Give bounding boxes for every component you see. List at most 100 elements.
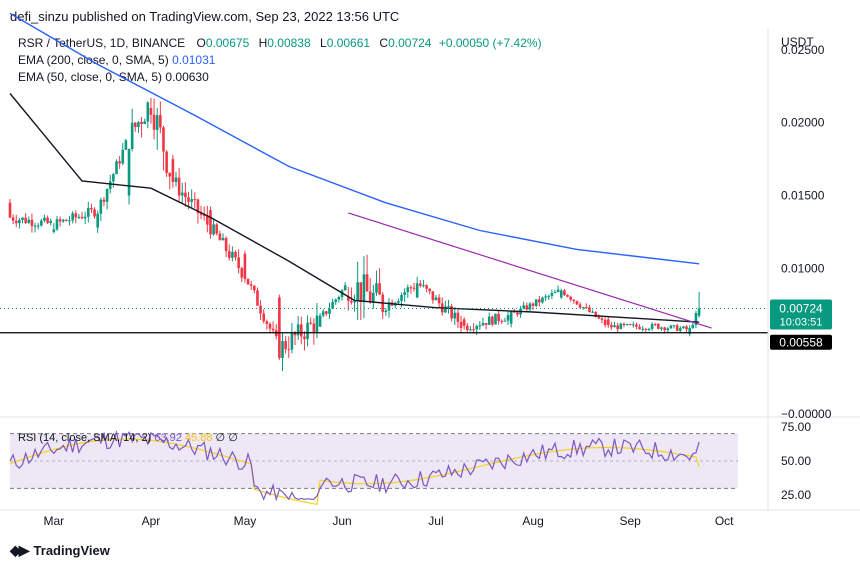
support-text: 0.00558 — [779, 336, 823, 350]
candle-body — [462, 319, 466, 326]
candle-body — [466, 325, 469, 330]
candle-body — [49, 221, 53, 224]
candle-body — [184, 192, 187, 198]
candle-body — [306, 322, 309, 340]
candle-body — [657, 323, 660, 329]
candle-body — [534, 299, 538, 306]
candle-body — [512, 311, 516, 313]
time-tick-label: May — [234, 514, 257, 528]
candle-body — [494, 313, 497, 325]
trendline — [348, 212, 712, 329]
candle-body — [312, 323, 316, 333]
time-tick-label: Mar — [44, 514, 65, 528]
candle-body — [509, 311, 513, 324]
candle-body — [212, 224, 215, 235]
candle-body — [566, 294, 569, 297]
time-tick-label: Jun — [332, 514, 351, 528]
candle-body — [68, 220, 71, 222]
candle-body — [616, 325, 619, 330]
candle-body — [422, 285, 425, 287]
candle-body — [33, 225, 37, 227]
chart-legend: RSR / TetherUS, 1D, BINANCE O0.00675 H0.… — [18, 35, 542, 86]
candle-body — [140, 121, 143, 124]
candle-body — [569, 296, 572, 300]
candle-body — [588, 307, 591, 313]
ema50-label[interactable]: EMA (50, close, 0, SMA, 5) — [18, 70, 163, 84]
candle-body — [544, 296, 547, 298]
candle-body — [80, 216, 84, 219]
candle-body — [431, 291, 435, 301]
rsi-line — [9, 429, 700, 502]
candle-body — [547, 295, 551, 297]
candle-body — [622, 323, 626, 325]
price-tick-label: 0.02000 — [781, 116, 825, 130]
candle-body — [321, 311, 325, 316]
candle-body — [550, 293, 554, 296]
candle-body — [180, 192, 184, 196]
candle-body — [290, 332, 294, 350]
candle-body — [635, 324, 638, 327]
candle-body — [346, 297, 350, 301]
candle-body — [118, 161, 121, 164]
candle-body — [400, 294, 403, 301]
ema50-value: 0.00630 — [165, 70, 209, 84]
candle-body — [403, 292, 406, 295]
candle-body — [691, 324, 695, 328]
rsi-value: 63.92 — [154, 432, 182, 444]
candle-body — [331, 301, 334, 309]
candle-body — [215, 224, 219, 234]
candle-body — [40, 220, 43, 226]
candle-body — [650, 324, 654, 329]
candle-body — [14, 220, 18, 224]
candle-body — [628, 324, 632, 326]
candle-body — [296, 324, 300, 336]
candle-body — [21, 217, 24, 220]
ema200-value: 0.01031 — [172, 53, 216, 67]
candle-body — [434, 297, 438, 301]
candle-body — [137, 121, 140, 128]
currency-label: USDT — [781, 35, 814, 49]
candle-body — [227, 251, 231, 258]
candle-body — [240, 268, 244, 278]
symbol-label[interactable]: RSR / TetherUS, 1D, BINANCE — [18, 36, 186, 50]
rsi-label[interactable]: RSI (14, close, SMA, 14, 2) — [18, 432, 152, 444]
ema200-label[interactable]: EMA (200, close, 0, SMA, 5) — [18, 53, 169, 67]
candle-body — [610, 325, 613, 328]
candle-body — [61, 219, 65, 222]
candle-body — [697, 308, 701, 316]
open-label: O — [196, 36, 206, 50]
support-badge — [770, 334, 832, 350]
candle-body — [90, 207, 93, 210]
candle-body — [412, 287, 416, 289]
candle-body — [653, 324, 657, 326]
candle-body — [11, 217, 15, 221]
candle-body — [165, 151, 168, 173]
price-tick-label: −0.00000 — [781, 407, 832, 421]
candle-body — [253, 285, 256, 291]
candle-body — [491, 316, 494, 325]
publisher-line: defi_sinzu published on TradingView.com,… — [10, 9, 400, 24]
candle-body — [121, 149, 125, 164]
candle-body — [193, 199, 197, 201]
na-icon: ∅ — [215, 432, 226, 444]
candle-body — [666, 328, 670, 331]
candle-body — [475, 326, 479, 330]
candle-body — [259, 305, 262, 314]
candle-body — [444, 306, 447, 313]
candle-body — [74, 213, 78, 218]
candle-body — [112, 174, 115, 182]
candle-body — [202, 214, 206, 216]
candle-body — [450, 306, 453, 319]
candle-body — [409, 287, 413, 289]
candle-body — [378, 283, 381, 295]
rsi-tick-label: 75.00 — [781, 420, 811, 434]
rsi-sma-value: 45.88 — [184, 432, 213, 444]
candle-body — [456, 312, 460, 322]
tradingview-logo[interactable]: ◆▶ TradingView — [10, 542, 110, 559]
candle-body — [672, 325, 676, 327]
candle-body — [325, 311, 328, 314]
candle-body — [143, 121, 146, 124]
candle-body — [65, 219, 68, 222]
candle-body — [159, 115, 162, 128]
